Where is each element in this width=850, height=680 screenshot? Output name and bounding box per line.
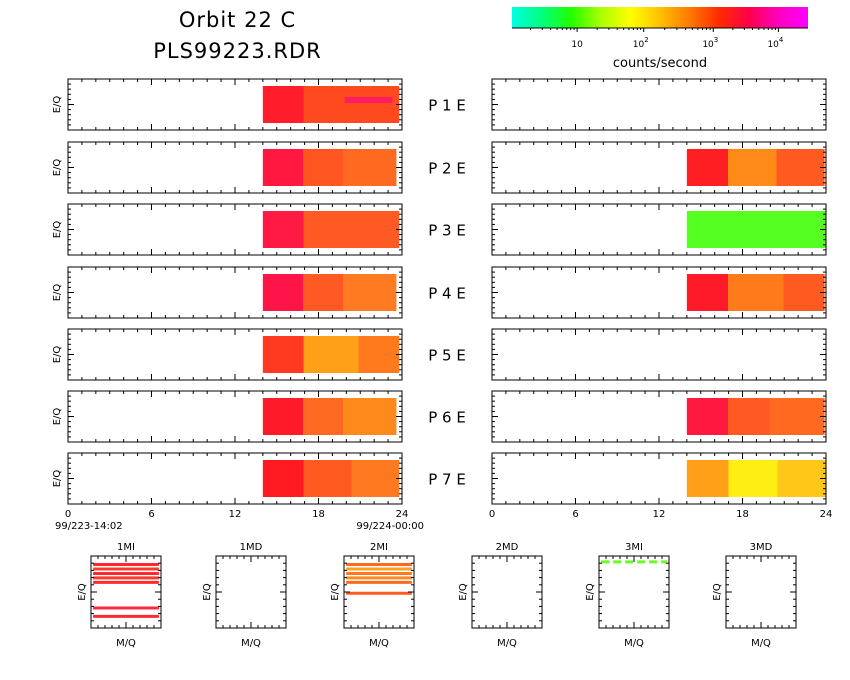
- mass-x-axis-label: M/Q: [116, 638, 136, 649]
- plot-title-orbit: Orbit 22 C: [178, 8, 297, 32]
- mass-x-axis-label: M/Q: [751, 638, 771, 649]
- panel-label-2: P 2 E: [428, 160, 466, 178]
- mass-y-axis-label: E/Q: [330, 583, 341, 601]
- mass-panel-title: 1MD: [240, 542, 263, 553]
- y-axis-label: E/Q: [52, 346, 63, 364]
- x-tick-label-right: 24: [820, 509, 833, 520]
- mass-y-axis-label: E/Q: [585, 583, 596, 601]
- x-tick-label-right: 18: [736, 509, 749, 520]
- y-axis-label: E/Q: [52, 96, 63, 114]
- heatmap-block-left-4: [262, 274, 397, 311]
- x-tick-label-left: 24: [396, 509, 409, 520]
- mass-panel-title: 3MI: [625, 542, 643, 553]
- colorbar: [512, 7, 808, 28]
- y-axis-label: E/Q: [52, 221, 63, 239]
- y-axis-label: E/Q: [52, 408, 63, 426]
- colorbar-tick-label: 103: [702, 36, 718, 50]
- panel-label-1: P 1 E: [428, 97, 466, 115]
- time-end-label: 99/224-00:00: [356, 521, 424, 532]
- time-panel-left-ticks: [67, 203, 403, 256]
- time-panel-left-ticks: [67, 78, 403, 131]
- heatmap-block-right-2: [686, 149, 825, 186]
- mass-panel-title: 2MI: [370, 542, 388, 553]
- mass-panel-ticks: [90, 555, 162, 629]
- time-panel-right-ticks: [491, 390, 827, 443]
- time-panel-right-frame: [491, 328, 827, 381]
- x-tick-label-right: 0: [489, 509, 495, 520]
- heatmap-block-left-3: [262, 211, 400, 248]
- heatmap-block-left-1-streak: [344, 97, 393, 103]
- heatmap-block-left-6: [262, 398, 397, 435]
- mass-x-axis-label: M/Q: [241, 638, 261, 649]
- mass-y-axis-label: E/Q: [458, 583, 469, 601]
- mass-x-axis-label: M/Q: [497, 638, 517, 649]
- x-tick-label-left: 12: [229, 509, 242, 520]
- heatmap-block-right-4: [686, 274, 825, 311]
- x-tick-label-left: 0: [65, 509, 71, 520]
- time-panel-right-ticks: [491, 452, 827, 505]
- time-panel-left-ticks: [67, 141, 403, 194]
- time-panel-right-frame: [491, 78, 827, 131]
- x-tick-label-left: 18: [312, 509, 325, 520]
- mass-panel-ticks: [725, 555, 797, 629]
- time-panel-left-ticks: [67, 390, 403, 443]
- mass-y-axis-label: E/Q: [712, 583, 723, 601]
- colorbar-tick-label: 10: [571, 40, 583, 50]
- mass-x-axis-label: M/Q: [369, 638, 389, 649]
- heatmap-block-right-6: [686, 398, 825, 435]
- time-start-label: 99/223-14:02: [55, 521, 123, 532]
- y-axis-label: E/Q: [52, 284, 63, 302]
- colorbar-tick-label: 102: [633, 36, 649, 50]
- panel-label-5: P 5 E: [428, 347, 466, 365]
- time-panel-left-ticks: [67, 266, 403, 319]
- time-panel-left-ticks: [67, 452, 403, 505]
- mass-panel-ticks: [343, 555, 415, 629]
- y-axis-label: E/Q: [52, 470, 63, 488]
- y-axis-label: E/Q: [52, 159, 63, 177]
- time-panel-right-ticks: [491, 203, 827, 256]
- panel-label-7: P 7 E: [428, 471, 466, 489]
- mass-panel-frame: [471, 555, 543, 629]
- mass-panel-ticks: [215, 555, 287, 629]
- x-tick-label-right: 6: [572, 509, 578, 520]
- mass-panel-frame: [598, 555, 670, 629]
- mass-y-axis-label: E/Q: [202, 583, 213, 601]
- time-panel-right-ticks: [491, 141, 827, 194]
- mass-panel-frame: [725, 555, 797, 629]
- colorbar-label: counts/second: [613, 56, 707, 71]
- time-panel-right-ticks: [491, 78, 827, 131]
- mass-panel-ticks: [471, 555, 543, 629]
- mass-panel-title: 1MI: [117, 542, 135, 553]
- mass-panel-title: 2MD: [496, 542, 519, 553]
- mass-panel-ticks: [598, 555, 670, 629]
- panel-label-3: P 3 E: [428, 222, 466, 240]
- panel-label-6: P 6 E: [428, 409, 466, 427]
- mass-panel-frame: [215, 555, 287, 629]
- heatmap-block-left-1: [262, 86, 400, 123]
- time-panel-left-ticks: [67, 328, 403, 381]
- x-tick-label-right: 12: [653, 509, 666, 520]
- heatmap-block-right-3: [686, 211, 826, 248]
- plot-title-file: PLS99223.RDR: [153, 39, 322, 63]
- mass-panel-title: 3MD: [750, 542, 773, 553]
- mass-x-axis-label: M/Q: [624, 638, 644, 649]
- mass-y-axis-label: E/Q: [77, 583, 88, 601]
- panel-label-4: P 4 E: [428, 285, 466, 303]
- time-panel-right-ticks: [491, 328, 827, 381]
- time-panel-right-ticks: [491, 266, 827, 319]
- heatmap-block-left-5: [262, 336, 400, 373]
- x-tick-label-left: 6: [148, 509, 154, 520]
- heatmap-block-left-2: [262, 149, 397, 186]
- heatmap-block-right-7: [686, 460, 826, 497]
- heatmap-block-left-7: [262, 460, 400, 497]
- colorbar-tick-label: 104: [767, 36, 783, 50]
